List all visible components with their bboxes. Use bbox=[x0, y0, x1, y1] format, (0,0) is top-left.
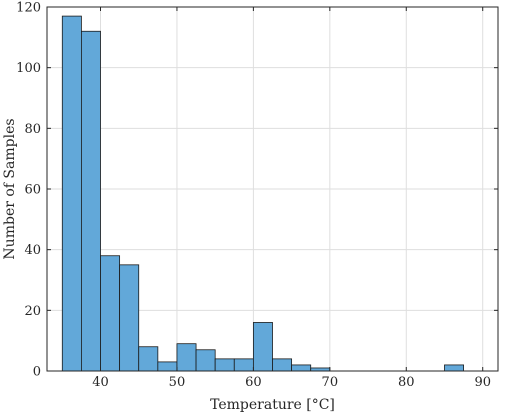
x-tick-label: 60 bbox=[245, 375, 262, 390]
bars bbox=[61, 15, 465, 372]
y-tick-label: 100 bbox=[16, 61, 41, 76]
histogram-bar bbox=[272, 358, 293, 372]
y-tick-label: 40 bbox=[24, 243, 41, 258]
histogram-bar bbox=[61, 15, 82, 372]
histogram-bar bbox=[291, 364, 312, 372]
histogram-bar bbox=[195, 349, 216, 372]
histogram-bar bbox=[157, 361, 178, 372]
x-tick-label: 90 bbox=[474, 375, 491, 390]
y-axis-label: Number of Samples bbox=[2, 118, 18, 259]
y-tick-label: 60 bbox=[24, 183, 41, 198]
histogram-bar bbox=[233, 358, 254, 372]
y-tick-label: 120 bbox=[16, 1, 41, 16]
y-tick-label: 20 bbox=[24, 304, 41, 319]
histogram-bar bbox=[119, 264, 140, 372]
histogram-bar bbox=[176, 343, 197, 372]
x-tick-label: 80 bbox=[398, 375, 415, 390]
histogram-bar bbox=[214, 358, 235, 372]
histogram-bar bbox=[444, 364, 465, 372]
axis-ticks: 40 50 60 70 80 90 0 20 40 60 80 100 120 bbox=[16, 1, 498, 390]
x-tick-label: 40 bbox=[92, 375, 109, 390]
histogram-bar bbox=[100, 255, 121, 372]
y-tick-label: 80 bbox=[24, 122, 41, 137]
histogram-bar bbox=[80, 30, 101, 372]
x-tick-label: 70 bbox=[322, 375, 339, 390]
histogram-bar bbox=[252, 322, 273, 372]
x-tick-label: 50 bbox=[169, 375, 186, 390]
x-axis-label: Temperature [°C] bbox=[210, 397, 335, 413]
histogram-bar bbox=[138, 346, 159, 372]
y-tick-label: 0 bbox=[33, 365, 41, 380]
